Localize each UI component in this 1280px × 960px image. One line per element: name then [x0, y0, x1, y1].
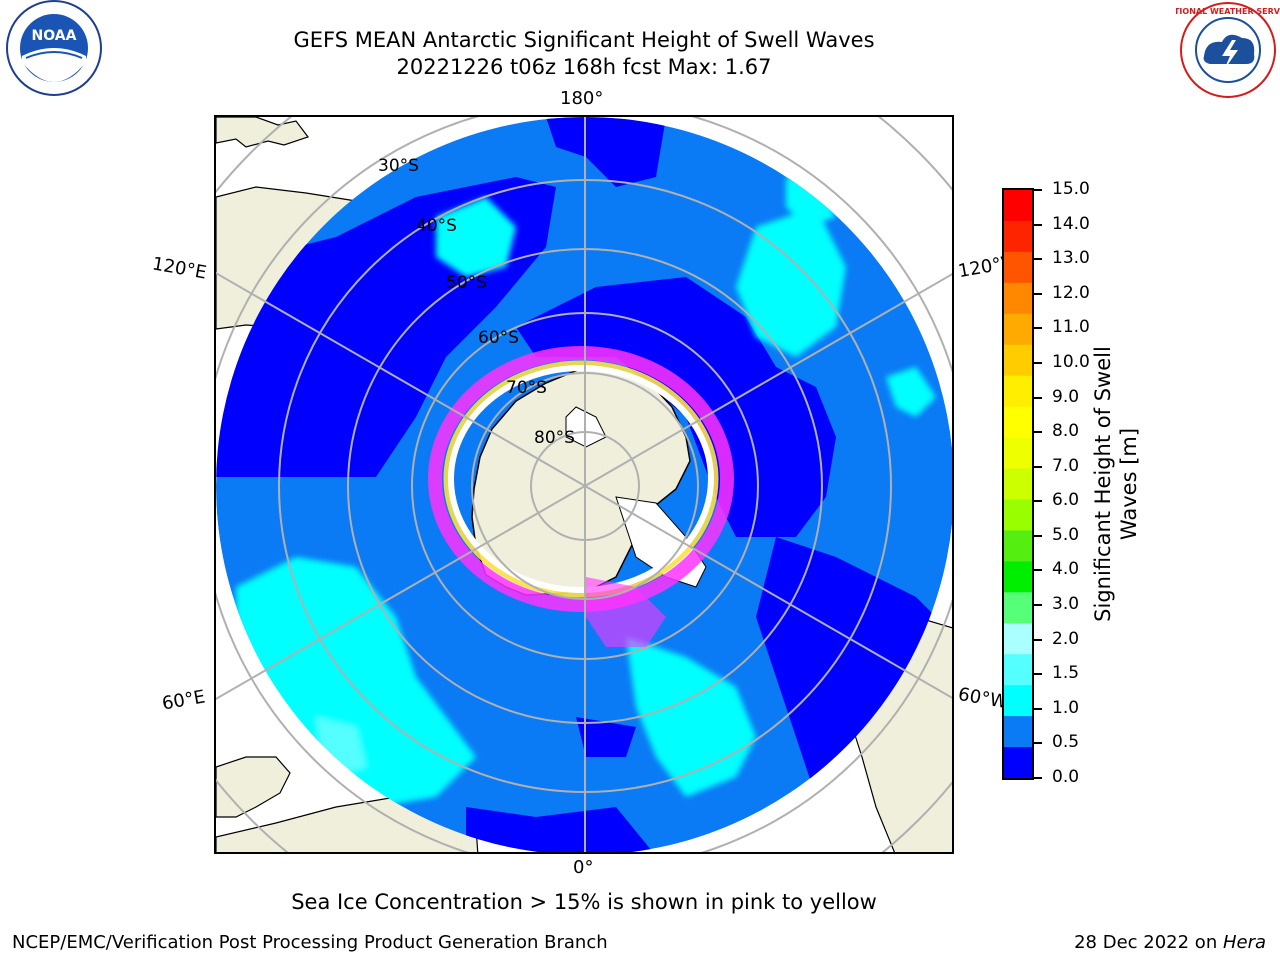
colorbar-tick-label: 12.0 [1052, 282, 1090, 303]
colorbar-swatch [1004, 344, 1032, 377]
map-panel: 30°S 40°S 50°S 60°S 70°S 80°S [214, 115, 954, 854]
colorbar-swatch [1004, 190, 1032, 222]
colorbar-tick [1034, 569, 1042, 572]
polar-map: 30°S 40°S 50°S 60°S 70°S 80°S [216, 117, 952, 852]
lat-label-70s: 70°S [506, 378, 547, 398]
lat-label-40s: 40°S [416, 216, 457, 236]
colorbar-swatch [1004, 654, 1032, 686]
colorbar-swatch [1004, 747, 1032, 779]
colorbar-tick [1034, 396, 1042, 399]
colorbar-tick [1034, 707, 1042, 710]
colorbar-tick-label: 11.0 [1052, 317, 1090, 338]
colorbar-tick-label: 1.5 [1052, 663, 1080, 684]
footer-date: 28 Dec 2022 on Hera [1074, 932, 1266, 953]
footer-host: Hera [1222, 932, 1266, 953]
colorbar-tick-label: 7.0 [1052, 455, 1080, 476]
antarctica [471, 366, 707, 596]
colorbar-tick [1034, 431, 1042, 434]
colorbar-tick [1034, 500, 1042, 503]
colorbar-tick [1034, 361, 1042, 364]
colorbar-tick-label: 2.0 [1052, 628, 1080, 649]
colorbar-swatch [1004, 468, 1032, 500]
colorbar-tick-label: 5.0 [1052, 524, 1080, 545]
colorbar-tick-label: 4.0 [1052, 559, 1080, 580]
lat-label-60s: 60°S [478, 328, 519, 348]
colorbar-tick [1034, 638, 1042, 641]
nws-logo: NATIONAL WEATHER SERVICE [1176, 2, 1280, 98]
lon-label-60e: 60°E [160, 686, 207, 715]
lon-label-120e: 120°E [150, 253, 209, 284]
footer-date-text: 28 Dec 2022 on [1074, 932, 1223, 953]
colorbar-tick-label: 8.0 [1052, 421, 1080, 442]
colorbar-tick-label: 0.0 [1052, 767, 1080, 787]
noaa-logo-text: NOAA [32, 28, 77, 44]
colorbar-tick-label: 6.0 [1052, 490, 1080, 511]
colorbar-swatch [1004, 623, 1032, 655]
colorbar-swatches [1004, 190, 1032, 779]
colorbar-tick [1034, 465, 1042, 468]
colorbar-tick-label: 9.0 [1052, 386, 1080, 407]
colorbar-tick-label: 3.0 [1052, 594, 1080, 615]
colorbar-tick-label: 13.0 [1052, 248, 1090, 269]
colorbar-swatch [1004, 406, 1032, 439]
lon-label-180: 180° [560, 88, 604, 109]
map-title: GEFS MEAN Antarctic Significant Height o… [293, 28, 875, 52]
lat-label-50s: 50°S [446, 273, 487, 293]
colorbar-tick-label: 10.0 [1052, 351, 1090, 372]
colorbar-tick [1034, 777, 1042, 779]
colorbar-tick-label: 15.0 [1052, 179, 1090, 199]
colorbar-swatch [1004, 437, 1032, 470]
colorbar-tick [1034, 673, 1042, 676]
lon-label-0: 0° [573, 857, 594, 878]
colorbar-tick-label: 1.0 [1052, 697, 1080, 718]
colorbar-tick [1034, 223, 1042, 226]
colorbar-swatch [1004, 499, 1032, 531]
colorbar-tick [1034, 292, 1042, 295]
colorbar-swatch [1004, 251, 1032, 284]
graticule [216, 117, 952, 852]
colorbar-tick [1034, 327, 1042, 330]
colorbar-swatch [1004, 282, 1032, 315]
colorbar-swatch [1004, 685, 1032, 717]
noaa-logo: NOAA [6, 0, 102, 96]
lat-label-80s: 80°S [534, 428, 575, 448]
colorbar-tick [1034, 189, 1042, 191]
colorbar-tick [1034, 742, 1042, 745]
footer-credit: NCEP/EMC/Verification Post Processing Pr… [12, 932, 608, 953]
colorbar-swatch [1004, 530, 1032, 562]
colorbar-tick-label: 0.5 [1052, 732, 1080, 753]
colorbar [1002, 188, 1034, 780]
colorbar-swatch [1004, 561, 1032, 593]
sea-ice-note: Sea Ice Concentration > 15% is shown in … [291, 890, 877, 914]
colorbar-swatch [1004, 716, 1032, 748]
nws-logo-text: NATIONAL WEATHER SERVICE [1176, 7, 1280, 16]
colorbar-swatch [1004, 313, 1032, 346]
lat-label-30s: 30°S [378, 156, 419, 176]
sea-ice-ring [428, 346, 734, 647]
colorbar-swatch [1004, 592, 1032, 624]
map-subtitle: 20221226 t06z 168h fcst Max: 1.67 [396, 55, 772, 79]
colorbar-tick [1034, 604, 1042, 607]
colorbar-tick-label: 14.0 [1052, 213, 1090, 234]
colorbar-tick [1034, 258, 1042, 261]
colorbar-swatch [1004, 220, 1032, 253]
colorbar-tick [1034, 534, 1042, 537]
colorbar-swatch [1004, 375, 1032, 408]
